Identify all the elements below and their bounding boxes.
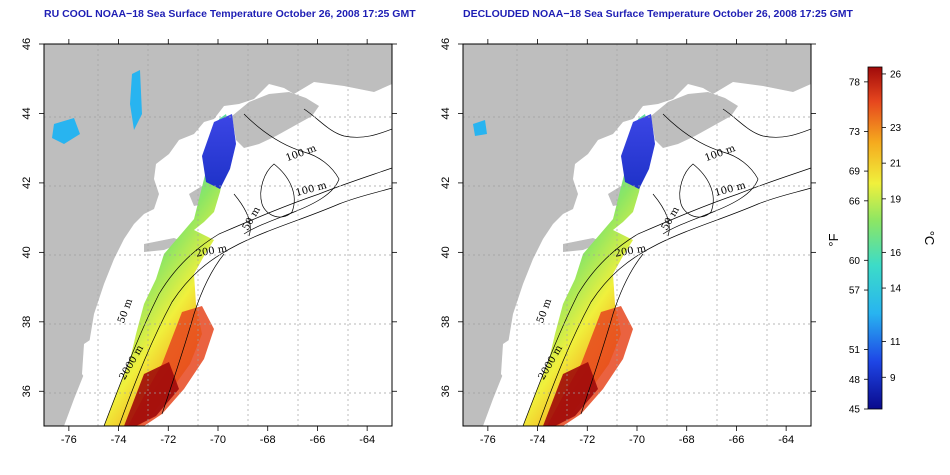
y-tick-label: 44 bbox=[21, 107, 33, 119]
y-tick-label: 46 bbox=[21, 38, 33, 50]
colorbar-gradient bbox=[867, 66, 883, 410]
x-tick-label: -74 bbox=[111, 434, 127, 446]
y-tick-label: 40 bbox=[440, 246, 452, 258]
colorbar-c-label: 16 bbox=[890, 248, 902, 259]
x-tick-label: -72 bbox=[160, 434, 176, 446]
y-tick-label: 36 bbox=[440, 385, 452, 397]
x-tick-label: -66 bbox=[728, 434, 744, 446]
x-tick-label: -74 bbox=[530, 434, 546, 446]
colorbar-f-label: 45 bbox=[849, 405, 861, 416]
x-tick-label: -64 bbox=[778, 434, 794, 446]
x-tick-label: -68 bbox=[260, 434, 276, 446]
y-tick-label: 46 bbox=[440, 38, 452, 50]
colorbar-c-label: 19 bbox=[890, 194, 902, 205]
y-tick-label: 42 bbox=[21, 177, 33, 189]
map-title-right: DECLOUDED NOAA−18 Sea Surface Temperatur… bbox=[463, 8, 853, 20]
colorbar-f-label: 48 bbox=[849, 375, 861, 386]
x-tick-label: -70 bbox=[629, 434, 645, 446]
colorbar-f-label: 73 bbox=[849, 127, 861, 138]
fahrenheit-unit-label: °F bbox=[826, 233, 841, 246]
colorbar-c-label: 14 bbox=[890, 284, 902, 295]
y-tick-label: 38 bbox=[440, 316, 452, 328]
colorbar-f-label: 69 bbox=[849, 167, 861, 178]
x-tick-label: -66 bbox=[309, 434, 325, 446]
colorbar-c-label: 9 bbox=[890, 373, 896, 384]
y-tick-label: 36 bbox=[21, 385, 33, 397]
x-tick-label: -68 bbox=[679, 434, 695, 446]
x-tick-label: -64 bbox=[359, 434, 375, 446]
colorbar-c-label: 26 bbox=[890, 69, 902, 80]
y-tick-label: 44 bbox=[440, 107, 452, 119]
colorbar-f-label: 66 bbox=[849, 196, 861, 207]
sst-fragment bbox=[130, 70, 142, 130]
x-tick-label: -76 bbox=[61, 434, 77, 446]
colorbar-f-label: 60 bbox=[849, 256, 861, 267]
celsius-unit-label: °C bbox=[922, 231, 937, 246]
colorbar-f-label: 57 bbox=[849, 286, 861, 297]
y-tick-label: 42 bbox=[440, 177, 452, 189]
colorbar-c-label: 11 bbox=[890, 337, 901, 348]
colorbar-c-label: 21 bbox=[890, 159, 902, 170]
colorbar-f-label: 78 bbox=[849, 77, 861, 88]
sst-fragment bbox=[52, 118, 80, 144]
map-title-left: RU COOL NOAA−18 Sea Surface Temperature … bbox=[44, 8, 416, 20]
sst-fragment bbox=[473, 120, 487, 136]
x-tick-label: -76 bbox=[480, 434, 496, 446]
temperature-colorbar: 78 73 69 66 60 57 51 48 45 26 23 21 19 16 14 11 9 °F °C bbox=[826, 66, 937, 416]
colorbar-f-label: 51 bbox=[849, 345, 861, 356]
x-tick-label: -72 bbox=[579, 434, 595, 446]
colorbar-c-label: 23 bbox=[890, 123, 902, 134]
y-tick-label: 38 bbox=[21, 316, 33, 328]
y-tick-label: 40 bbox=[21, 246, 33, 258]
x-tick-label: -70 bbox=[210, 434, 226, 446]
